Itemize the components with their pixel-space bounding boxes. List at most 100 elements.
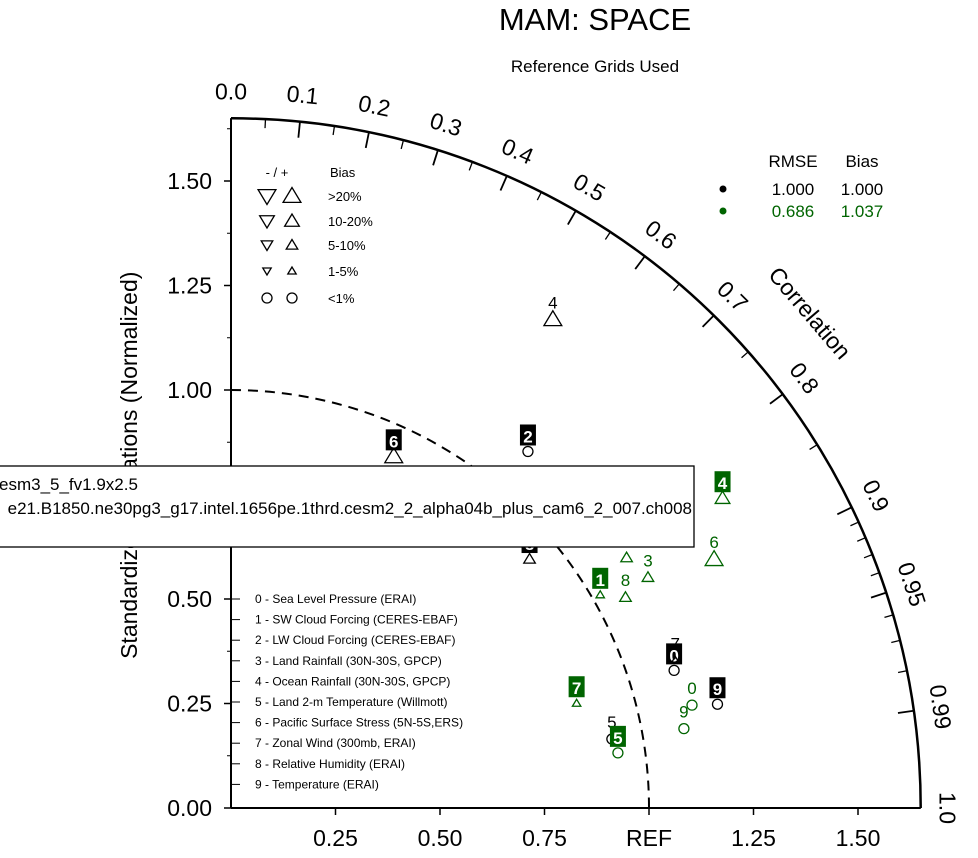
point-label: 2 (523, 427, 532, 446)
corr-major-tick (366, 132, 369, 148)
bias-legend-label: >20% (328, 189, 362, 204)
marker-circle (523, 446, 533, 456)
corr-minor-tick (537, 192, 541, 200)
point-label: 7 (671, 634, 680, 653)
corr-major-tick (837, 507, 851, 514)
data-point: 4 (715, 471, 731, 503)
corr-tick-label: 0.5 (569, 168, 610, 207)
corr-major-tick (568, 211, 576, 225)
bias-legend-label: 5-10% (328, 238, 366, 253)
corr-minor-tick (850, 522, 858, 526)
data-point: 7 (569, 676, 585, 706)
stats-legend-bias: 1.037 (841, 202, 884, 221)
data-point: 6 (385, 429, 403, 462)
y-tick-label: 1.50 (167, 168, 212, 194)
variable-legend-item: 1 - SW Cloud Forcing (CERES-EBAF) (255, 613, 458, 627)
point-label: 6 (709, 533, 718, 552)
marker-circle (613, 748, 623, 758)
bias-legend-triangle-down (258, 190, 276, 205)
bias-legend-circle (287, 293, 297, 303)
corr-minor-tick (871, 573, 879, 576)
point-label: 4 (548, 293, 557, 312)
case-legend-series-1: esm3_5_fv1.9x2.5 (0, 475, 138, 494)
variable-legend-item: 6 - Pacific Surface Stress (5N-5S,ERS) (255, 716, 463, 730)
y-tick-label: 0.00 (167, 795, 212, 821)
data-point: 1 (592, 568, 608, 598)
bias-legend-label: <1% (328, 291, 355, 306)
y-axis-title: Standardized Deviations (Normalized) (116, 272, 142, 659)
variable-legend-item: 5 - Land 2-m Temperature (Willmott) (255, 695, 448, 709)
bias-legend-header: Bias (330, 165, 356, 180)
data-point: 5 (610, 726, 626, 758)
corr-major-tick (871, 593, 886, 598)
point-label: 1 (595, 571, 604, 590)
corr-minor-tick (898, 671, 907, 673)
corr-minor-tick (673, 284, 679, 291)
variable-legend-item: 7 - Zonal Wind (300mb, ERAI) (255, 736, 416, 750)
bias-legend-header-sign: - / + (266, 165, 289, 180)
corr-major-tick (298, 122, 300, 138)
corr-major-tick (635, 256, 645, 269)
corr-tick-label: 0.4 (498, 133, 538, 170)
y-tick-label: 1.25 (167, 273, 212, 299)
stats-legend-dot (720, 186, 727, 193)
bias-legend-triangle-down (263, 268, 271, 275)
corr-tick-label: 0.7 (712, 276, 753, 317)
y-tick-label: 0.25 (167, 691, 212, 717)
x-tick-label: 1.25 (731, 825, 776, 851)
corr-minor-tick (401, 140, 403, 149)
y-tick-label: 1.00 (167, 377, 212, 403)
bias-legend-label: 10-20% (328, 214, 373, 229)
marker-triangle-up (705, 551, 723, 566)
point-label: 9 (679, 703, 688, 722)
marker-triangle-up (524, 554, 536, 564)
chart-title: MAM: SPACE (499, 2, 691, 37)
marker-circle (712, 699, 722, 709)
bias-legend-triangle-up (288, 267, 296, 274)
corr-major-tick (500, 176, 506, 191)
corr-minor-tick (469, 162, 472, 170)
corr-tick-label: 0.95 (893, 559, 932, 610)
corr-tick-label: 0.8 (784, 357, 824, 398)
x-tick-label: 0.25 (313, 825, 358, 851)
stats-legend-header-bias: Bias (845, 152, 878, 171)
corr-minor-tick (742, 352, 749, 358)
point-label: 5 (613, 729, 622, 748)
point-label: 6 (389, 432, 398, 451)
variable-legend-item: 2 - LW Cloud Forcing (CERES-EBAF) (255, 633, 456, 647)
marker-triangle-up (642, 572, 654, 582)
marker-triangle-up (544, 311, 562, 326)
stats-legend-rmse: 0.686 (772, 202, 815, 221)
point-label: 8 (621, 571, 630, 590)
corr-tick-label: 1.0 (935, 792, 961, 824)
corr-tick-label: 0.0 (215, 78, 247, 104)
bias-legend-circle (262, 293, 272, 303)
marker-circle (669, 665, 679, 675)
corr-tick-label: 0.6 (640, 215, 681, 255)
correlation-title: Correlation (763, 262, 856, 364)
corr-minor-tick (891, 640, 900, 642)
point-label: 9 (713, 680, 722, 699)
data-point: 6 (705, 533, 723, 565)
variable-legend-item: 9 - Temperature (ERAI) (255, 777, 379, 791)
data-point: 4 (544, 293, 562, 325)
marker-triangle-up (596, 591, 604, 598)
data-point: 9 (679, 703, 689, 734)
x-tick-label: 0.50 (418, 825, 463, 851)
marker-triangle-up (572, 699, 580, 706)
stats-legend-header-rmse: RMSE (768, 152, 817, 171)
point-label: 4 (718, 474, 728, 493)
stats-legend-rmse: 1.000 (772, 180, 815, 199)
corr-major-tick (770, 394, 783, 404)
corr-tick-label: 0.3 (427, 107, 465, 141)
corr-tick-label: 0.2 (356, 90, 393, 122)
x-tick-label: 0.75 (522, 825, 567, 851)
marker-circle (679, 724, 689, 734)
data-point: 8 (620, 571, 632, 601)
variable-legend-item: 4 - Ocean Rainfall (30N-30S, GPCP) (255, 674, 450, 688)
corr-major-tick (898, 711, 914, 713)
bias-legend-triangle-up (286, 240, 298, 250)
ref-label: REF (626, 825, 672, 851)
